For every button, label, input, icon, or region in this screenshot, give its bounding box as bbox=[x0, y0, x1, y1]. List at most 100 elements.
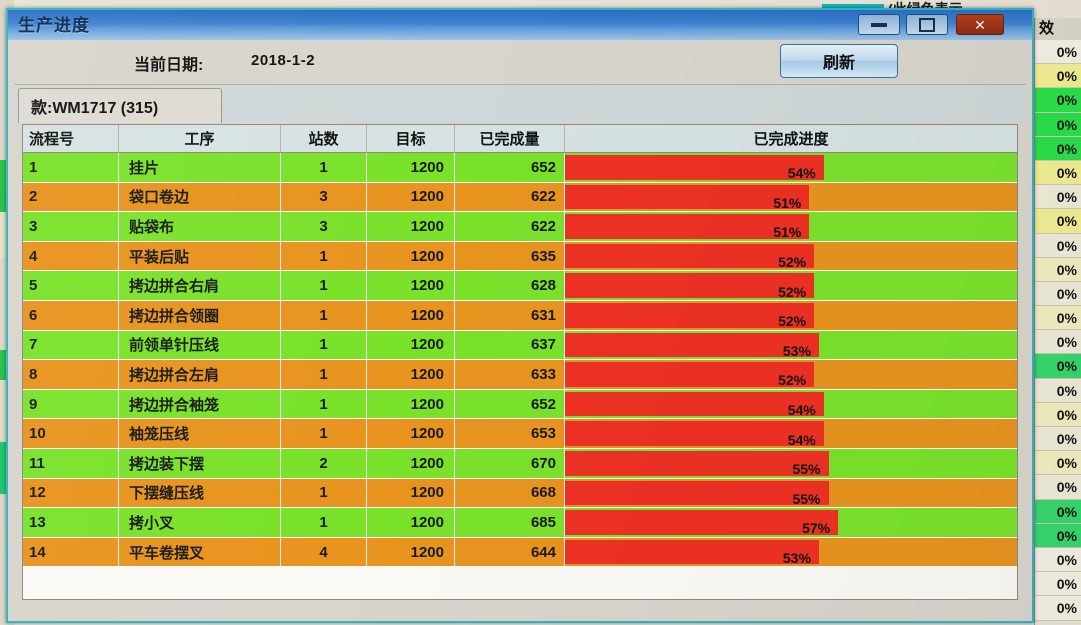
background-cell: 0% bbox=[1035, 523, 1081, 548]
table-body: 1 挂片 1 1200 652 54% 2 袋口卷边 3 1200 622 51% 3 贴袋布 3 1200 6… bbox=[23, 153, 1017, 568]
cell-stations: 1 bbox=[281, 153, 367, 182]
column-header-completed[interactable]: 已完成量 bbox=[455, 125, 565, 152]
cell-target: 1200 bbox=[367, 212, 455, 241]
cell-completed: 628 bbox=[455, 271, 565, 300]
cell-progress: 52% bbox=[565, 360, 1017, 389]
cell-progress: 51% bbox=[565, 182, 1017, 212]
cell-target: 1200 bbox=[367, 360, 455, 389]
progress-percent-label: 53% bbox=[782, 550, 811, 567]
cell-stations: 1 bbox=[281, 300, 367, 330]
cell-flow-no: 5 bbox=[23, 271, 119, 300]
progress-bar-fill: 52% bbox=[565, 273, 815, 300]
cell-stations: 1 bbox=[281, 508, 367, 537]
table-row[interactable]: 8 拷边拼合左肩 1 1200 633 52% bbox=[23, 360, 1017, 390]
background-cell: 0% bbox=[1035, 402, 1081, 427]
column-header-target[interactable]: 目标 bbox=[367, 125, 455, 152]
progress-bar-fill: 52% bbox=[565, 362, 815, 388]
cell-target: 1200 bbox=[367, 419, 455, 448]
tab-style-wm1717[interactable]: 款:WM1717 (315) bbox=[18, 88, 222, 123]
window-client-area: 当前日期: 2018-1-2 刷新 款:WM1717 (315) 流程号 工序 … bbox=[8, 40, 1032, 621]
table-row[interactable]: 3 贴袋布 3 1200 622 51% bbox=[23, 212, 1017, 242]
current-date-label: 当前日期: bbox=[134, 57, 204, 74]
cell-flow-no: 7 bbox=[23, 330, 119, 360]
window-title: 生产进度 bbox=[18, 16, 90, 35]
cell-flow-no: 1 bbox=[23, 153, 119, 182]
column-header-operation[interactable]: 工序 bbox=[119, 125, 281, 152]
cell-flow-no: 12 bbox=[23, 478, 119, 508]
cell-progress: 51% bbox=[565, 212, 1017, 241]
progress-bar-fill: 53% bbox=[565, 539, 819, 567]
cell-progress: 54% bbox=[565, 389, 1017, 419]
background-cell: 0% bbox=[1035, 112, 1081, 137]
cell-stations: 1 bbox=[281, 330, 367, 360]
progress-percent-label: 52% bbox=[778, 254, 807, 271]
cell-flow-no: 10 bbox=[23, 419, 119, 448]
cell-flow-no: 14 bbox=[23, 537, 119, 567]
cell-operation: 平装后贴 bbox=[119, 241, 281, 271]
progress-percent-label: 54% bbox=[787, 165, 816, 182]
cell-operation: 拷边拼合右肩 bbox=[119, 271, 281, 300]
background-cell: 0% bbox=[1035, 475, 1081, 500]
maximize-button[interactable] bbox=[906, 14, 948, 35]
progress-percent-label: 52% bbox=[778, 313, 807, 330]
background-cell: 0% bbox=[1035, 306, 1081, 331]
cell-stations: 1 bbox=[281, 360, 367, 389]
cell-progress: 52% bbox=[565, 271, 1017, 300]
cell-progress: 53% bbox=[565, 330, 1017, 360]
tab-strip: 款:WM1717 (315) bbox=[14, 86, 1026, 123]
cell-operation: 挂片 bbox=[119, 153, 281, 182]
current-date-value: 2018-1-2 bbox=[251, 52, 316, 69]
cell-completed: 622 bbox=[455, 212, 565, 241]
background-cell: 0% bbox=[1035, 209, 1081, 234]
table-row[interactable]: 2 袋口卷边 3 1200 622 51% bbox=[23, 182, 1017, 213]
cell-completed: 622 bbox=[455, 182, 565, 212]
table-row[interactable]: 11 拷边装下摆 2 1200 670 55% bbox=[23, 448, 1017, 479]
column-header-stations[interactable]: 站数 bbox=[281, 125, 367, 152]
cell-operation: 平车卷摆叉 bbox=[119, 537, 281, 567]
background-cell: 0% bbox=[1035, 378, 1081, 403]
table-row[interactable]: 5 拷边拼合右肩 1 1200 628 52% bbox=[23, 271, 1017, 301]
progress-percent-label: 53% bbox=[782, 342, 811, 359]
background-cell: 0% bbox=[1035, 572, 1081, 597]
cell-progress: 54% bbox=[565, 419, 1017, 448]
table-row[interactable]: 14 平车卷摆叉 4 1200 644 53% bbox=[23, 537, 1017, 568]
column-header-flow-no[interactable]: 流程号 bbox=[23, 125, 119, 152]
progress-percent-label: 51% bbox=[773, 194, 802, 211]
cell-stations: 1 bbox=[281, 241, 367, 271]
table-row[interactable]: 6 拷边拼合领圈 1 1200 631 52% bbox=[23, 300, 1017, 331]
table-row[interactable]: 4 平装后贴 1 1200 635 52% bbox=[23, 241, 1017, 272]
cell-completed: 644 bbox=[455, 537, 565, 567]
close-button[interactable]: ✕ bbox=[956, 14, 1004, 35]
progress-percent-label: 51% bbox=[773, 224, 802, 241]
table-row[interactable]: 7 前领单针压线 1 1200 637 53% bbox=[23, 330, 1017, 361]
window-titlebar[interactable]: 生产进度 ✕ bbox=[8, 10, 1032, 40]
cell-target: 1200 bbox=[367, 153, 455, 182]
minimize-button[interactable] bbox=[858, 14, 900, 35]
progress-bar-fill: 51% bbox=[565, 184, 810, 211]
cell-completed: 652 bbox=[455, 153, 565, 182]
cell-target: 1200 bbox=[367, 508, 455, 537]
cell-operation: 拷小叉 bbox=[119, 508, 281, 537]
cell-operation: 拷边拼合袖笼 bbox=[119, 389, 281, 419]
cell-flow-no: 2 bbox=[23, 182, 119, 212]
cell-operation: 袋口卷边 bbox=[119, 182, 281, 212]
progress-bar-fill: 54% bbox=[565, 155, 824, 182]
progress-bar-fill: 55% bbox=[565, 480, 829, 507]
table-row[interactable]: 9 拷边拼合袖笼 1 1200 652 54% bbox=[23, 389, 1017, 420]
background-cell: 0% bbox=[1035, 330, 1081, 355]
column-header-progress[interactable]: 已完成进度 bbox=[753, 131, 829, 148]
background-cell: 0% bbox=[1035, 64, 1081, 89]
cell-progress: 52% bbox=[565, 241, 1017, 271]
cell-completed: 631 bbox=[455, 300, 565, 330]
table-row[interactable]: 10 袖笼压线 1 1200 653 54% bbox=[23, 419, 1017, 449]
background-cell: 0% bbox=[1035, 160, 1081, 186]
table-row[interactable]: 1 挂片 1 1200 652 54% bbox=[23, 153, 1017, 183]
table-row[interactable]: 12 下摆缝压线 1 1200 668 55% bbox=[23, 478, 1017, 509]
table-row[interactable]: 13 拷小叉 1 1200 685 57% bbox=[23, 508, 1017, 538]
background-cell: 0% bbox=[1035, 233, 1081, 258]
close-icon: ✕ bbox=[974, 16, 986, 33]
refresh-button[interactable]: 刷新 bbox=[780, 44, 898, 78]
cell-progress: 55% bbox=[565, 478, 1017, 508]
cell-completed: 637 bbox=[455, 330, 565, 360]
background-column-header: 效 bbox=[1035, 18, 1081, 40]
